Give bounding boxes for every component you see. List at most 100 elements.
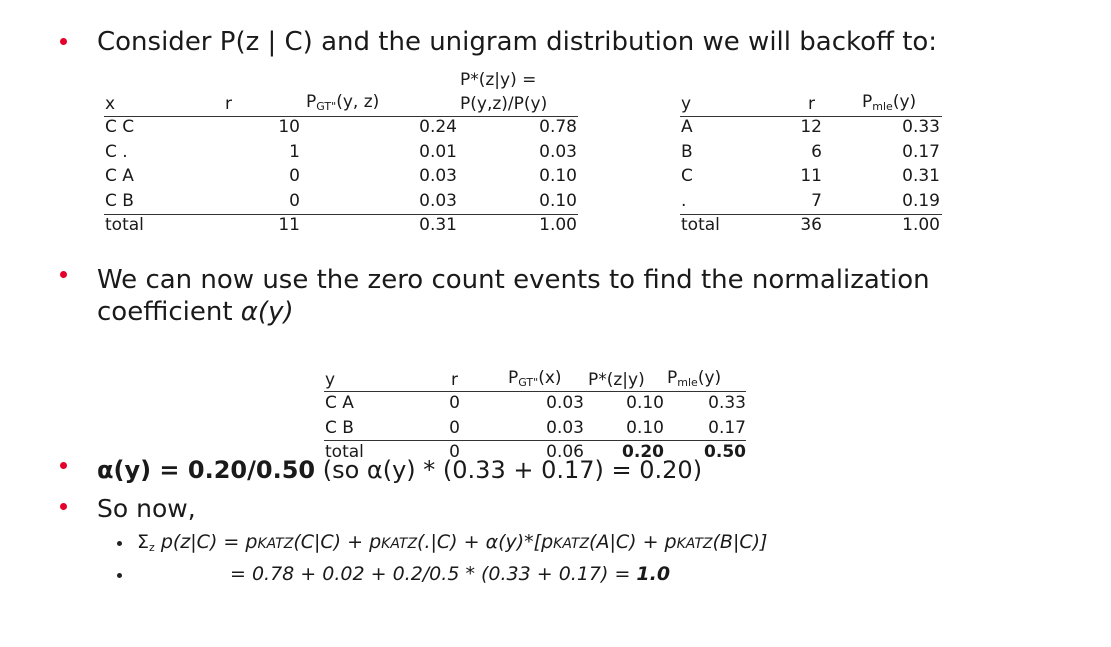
sum-lhs: p(z|C) = p (154, 531, 258, 553)
table-row-x: total (105, 215, 144, 235)
table-row-x: C B (105, 190, 134, 211)
t1-header-pstar-bottom: P(y,z)/P(y) (460, 94, 548, 114)
bullet-dot-2 (60, 271, 67, 278)
table-row-r: 11 (800, 166, 822, 186)
table-row-r: 0 (289, 190, 300, 211)
table-row-pgt: 0.24 (419, 117, 457, 137)
t3-header-y: y (325, 370, 336, 390)
table-row-r: 1 (289, 141, 300, 162)
sum-symbol: Σ (137, 531, 150, 553)
bullet-zero-count-line2: coefficient α(y) (97, 297, 294, 327)
t2-total-rule (680, 214, 942, 215)
table-row-pmle: 0.33 (708, 393, 746, 413)
sum-result-value: 1.0 (636, 563, 671, 585)
table-row-pstar: 0.10 (539, 190, 577, 211)
bullet-dot-1 (60, 38, 67, 45)
t1-total-rule (104, 214, 578, 215)
bullet-dot-4 (60, 503, 67, 510)
sum-result: = 0.78 + 0.02 + 0.2/0.5 * (0.33 + 0.17) … (230, 563, 670, 585)
table-row-r: 6 (811, 141, 822, 162)
t1-header-x: x (105, 94, 116, 114)
table-row-y: C (681, 166, 693, 186)
table-row-x: C A (105, 166, 134, 186)
table-row-x: C C (105, 117, 135, 137)
t1-pgt-sub: GT" (316, 100, 337, 113)
table-row-pgt: 0.03 (419, 166, 457, 186)
table-row-pgt: 0.03 (419, 190, 457, 211)
t2-pmle-main: P (862, 92, 873, 112)
t2-header-y: y (681, 94, 692, 114)
table-row-pgt: 0.31 (419, 215, 457, 235)
table-row-y: C A (325, 393, 354, 413)
sub-bullet-dot-2 (117, 573, 122, 578)
table-row-pgt: 0.01 (419, 141, 457, 162)
table-row-r: 12 (800, 117, 822, 137)
table-row-r: 0 (449, 442, 460, 462)
t3-header-pgt: PGT"(x) (508, 368, 562, 389)
table-row-y: . (681, 190, 687, 211)
t3-pmle-sub: mle (677, 376, 698, 389)
t3-header-pmle: Pmle(y) (667, 368, 721, 389)
table-row-pmle: 0.50 (704, 442, 746, 462)
bullet-alpha: α(y) = 0.20/0.50 (so α(y) * (0.33 + 0.17… (97, 456, 702, 484)
table-row-r: 0 (449, 393, 460, 413)
bullet-consider: Consider P(z | C) and the unigram distri… (97, 27, 938, 57)
bullet-so-now: So now, (97, 494, 196, 523)
table-row-pstar: 0.10 (626, 417, 664, 438)
t2-pmle-sub: mle (872, 100, 893, 113)
t3-pgt-sub: GT" (518, 376, 539, 389)
sum-term-1: (C|C) + p (293, 531, 382, 553)
table-row-pgt: 0.03 (546, 417, 584, 438)
katz-sub-3: KATZ (553, 536, 590, 552)
table-row-y: total (325, 442, 364, 462)
table-row-p: 1.00 (902, 215, 940, 235)
table-row-y: C B (325, 417, 354, 438)
table-row-p: 0.31 (902, 166, 940, 186)
table-row-x: C . (105, 141, 128, 162)
alpha-check: (so α(y) * (0.33 + 0.17) = 0.20) (322, 456, 703, 484)
table-row-r: 11 (278, 215, 300, 235)
table-row-r: 36 (800, 215, 822, 235)
table-row-pstar: 0.10 (626, 393, 664, 413)
alpha-equation: α(y) = 0.20/0.50 (97, 456, 316, 484)
sub-bullet-dot-1 (117, 541, 122, 546)
katz-sub-4: KATZ (676, 536, 713, 552)
sum-equation: Σz p(z|C) = pKATZ(C|C) + pKATZ(.|C) + α(… (137, 531, 767, 554)
sum-term-2: (.|C) + α(y)*[p (417, 531, 554, 553)
table-row-pmle: 0.17 (708, 417, 746, 438)
table-row-p: 0.19 (902, 190, 940, 211)
t2-pmle-rest: (y) (892, 92, 917, 112)
table-row-pgt: 0.03 (546, 393, 584, 413)
table-row-y: A (681, 117, 693, 137)
t3-pmle-main: P (667, 368, 678, 388)
table-row-pstar: 0.03 (539, 141, 577, 162)
table-row-pstar: 0.10 (539, 166, 577, 186)
t1-pgt-rest: (y, z) (336, 92, 380, 112)
t2-header-r: r (808, 94, 815, 114)
sum-result-text: = 0.78 + 0.02 + 0.2/0.5 * (0.33 + 0.17) … (230, 563, 637, 585)
table-row-r: 0 (289, 166, 300, 186)
t1-header-pgt: PGT"(y, z) (306, 92, 379, 113)
sum-term-4: (B|C)] (712, 531, 768, 553)
table-row-pstar: 0.20 (622, 442, 664, 462)
t1-header-rule (104, 116, 578, 117)
t3-pgt-rest: (x) (538, 368, 562, 388)
katz-sub-2: KATZ (381, 536, 418, 552)
katz-sub-1: KATZ (257, 536, 294, 552)
t1-header-pstar-top: P*(z|y) = (460, 70, 537, 90)
t2-header-pmle: Pmle(y) (862, 92, 916, 113)
t3-header-r: r (451, 370, 458, 390)
t3-total-rule (324, 440, 746, 441)
t3-pgt-main: P (508, 368, 519, 388)
table-row-r: 0 (449, 417, 460, 438)
bullet-zero-count-line1: We can now use the zero count events to … (97, 265, 930, 295)
t2-header-rule (680, 116, 942, 117)
t1-pgt-main: P (306, 92, 317, 112)
table-row-y: B (681, 141, 693, 162)
table-row-r: 7 (811, 190, 822, 211)
table-row-pstar: 1.00 (539, 215, 577, 235)
table-row-pstar: 0.78 (539, 117, 577, 137)
table-row-p: 0.33 (902, 117, 940, 137)
sum-term-3: (A|C) + p (589, 531, 677, 553)
sum-sub: z (149, 541, 155, 554)
